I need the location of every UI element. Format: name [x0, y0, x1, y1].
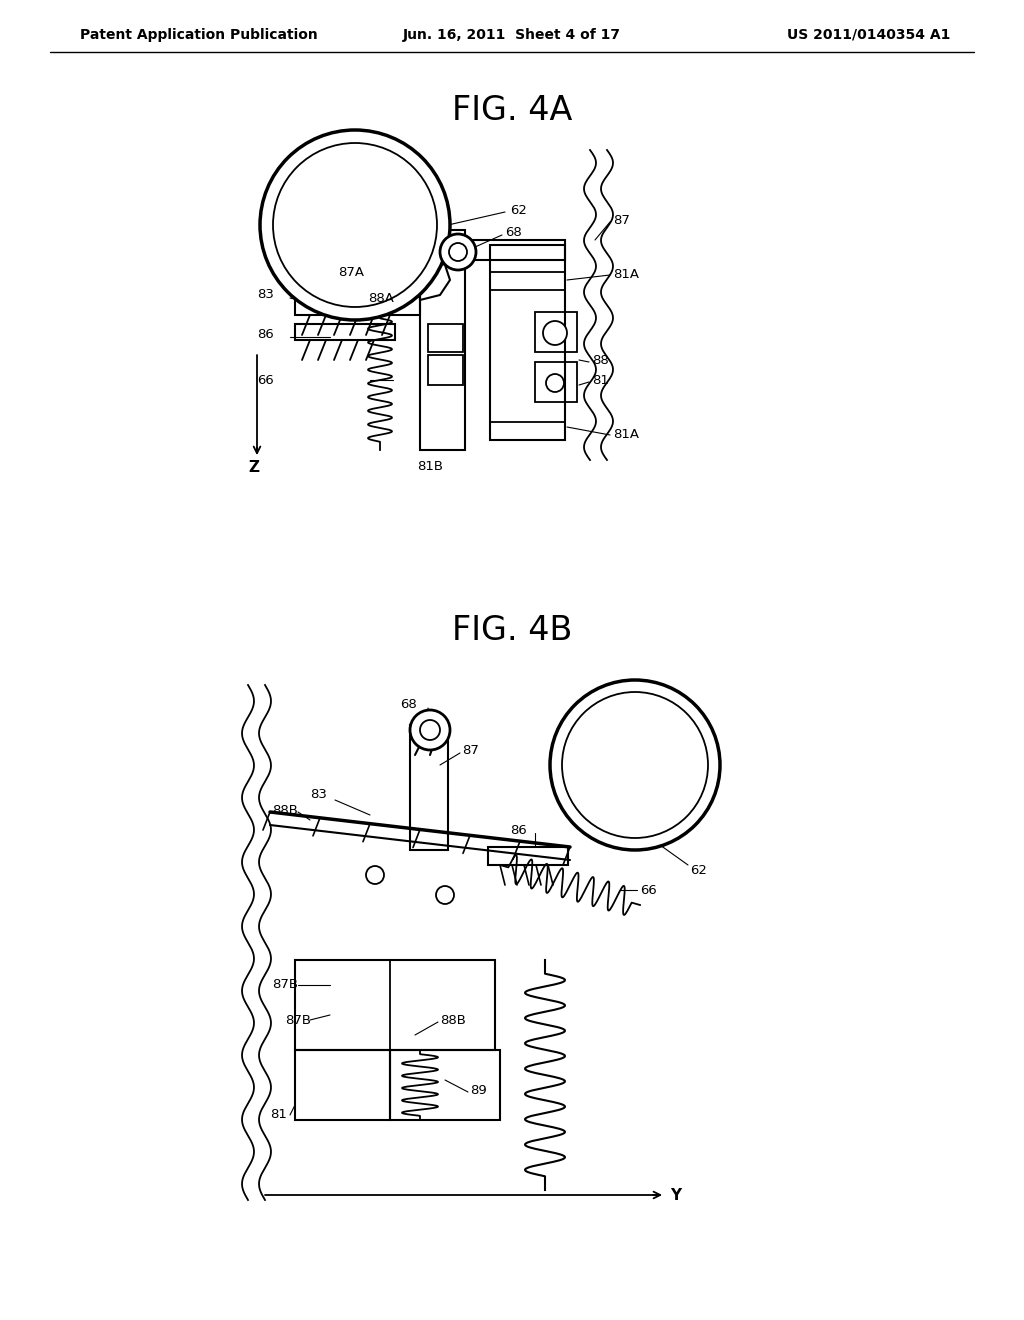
Text: 66: 66 [640, 883, 656, 896]
Text: 81: 81 [270, 1109, 287, 1122]
Bar [428, 323, 463, 352]
Text: 88B: 88B [272, 804, 298, 817]
Bar [420, 230, 465, 450]
Text: US 2011/0140354 A1: US 2011/0140354 A1 [786, 28, 950, 42]
Text: 88: 88 [592, 354, 608, 367]
Text: 62: 62 [690, 863, 707, 876]
Bar [295, 323, 395, 341]
Text: 88B: 88B [440, 1014, 466, 1027]
Text: 87: 87 [613, 214, 630, 227]
Bar [295, 1049, 390, 1119]
Bar [428, 355, 463, 385]
Bar [535, 362, 577, 403]
Circle shape [260, 129, 450, 319]
Text: 87: 87 [462, 743, 479, 756]
Text: Z: Z [248, 459, 259, 474]
Circle shape [562, 692, 708, 838]
Bar [420, 240, 565, 260]
Circle shape [273, 143, 437, 308]
Text: 83: 83 [257, 289, 273, 301]
Text: FIG. 4A: FIG. 4A [452, 94, 572, 127]
Text: 83: 83 [310, 788, 327, 801]
Bar [490, 272, 565, 290]
Circle shape [543, 321, 567, 345]
Text: 62: 62 [510, 203, 527, 216]
Text: 86: 86 [257, 329, 273, 342]
Text: 87A: 87A [338, 265, 364, 279]
Text: 66: 66 [257, 374, 273, 387]
Circle shape [449, 243, 467, 261]
Bar [490, 246, 565, 440]
Bar [390, 1049, 500, 1119]
Text: 81: 81 [592, 374, 609, 387]
Circle shape [550, 680, 720, 850]
Circle shape [436, 886, 454, 904]
Bar [295, 960, 495, 1049]
Circle shape [546, 374, 564, 392]
Text: 68: 68 [505, 226, 522, 239]
Bar [295, 297, 420, 315]
Text: 88A: 88A [368, 292, 394, 305]
Text: 89: 89 [470, 1084, 486, 1097]
Circle shape [420, 719, 440, 741]
Text: 87B: 87B [285, 1014, 311, 1027]
Circle shape [366, 866, 384, 884]
Bar [488, 847, 568, 865]
Text: 68: 68 [400, 698, 417, 711]
Text: 86: 86 [510, 824, 526, 837]
Text: 87B: 87B [272, 978, 298, 991]
Circle shape [410, 710, 450, 750]
Text: FIG. 4B: FIG. 4B [452, 614, 572, 647]
Circle shape [440, 234, 476, 271]
Bar [490, 422, 565, 440]
Text: 81B: 81B [417, 461, 443, 474]
Text: Patent Application Publication: Patent Application Publication [80, 28, 317, 42]
Bar [410, 725, 449, 850]
Text: Y: Y [670, 1188, 681, 1203]
Bar [535, 312, 577, 352]
Text: Jun. 16, 2011  Sheet 4 of 17: Jun. 16, 2011 Sheet 4 of 17 [403, 28, 621, 42]
Text: 81A: 81A [613, 429, 639, 441]
Text: 81A: 81A [613, 268, 639, 281]
